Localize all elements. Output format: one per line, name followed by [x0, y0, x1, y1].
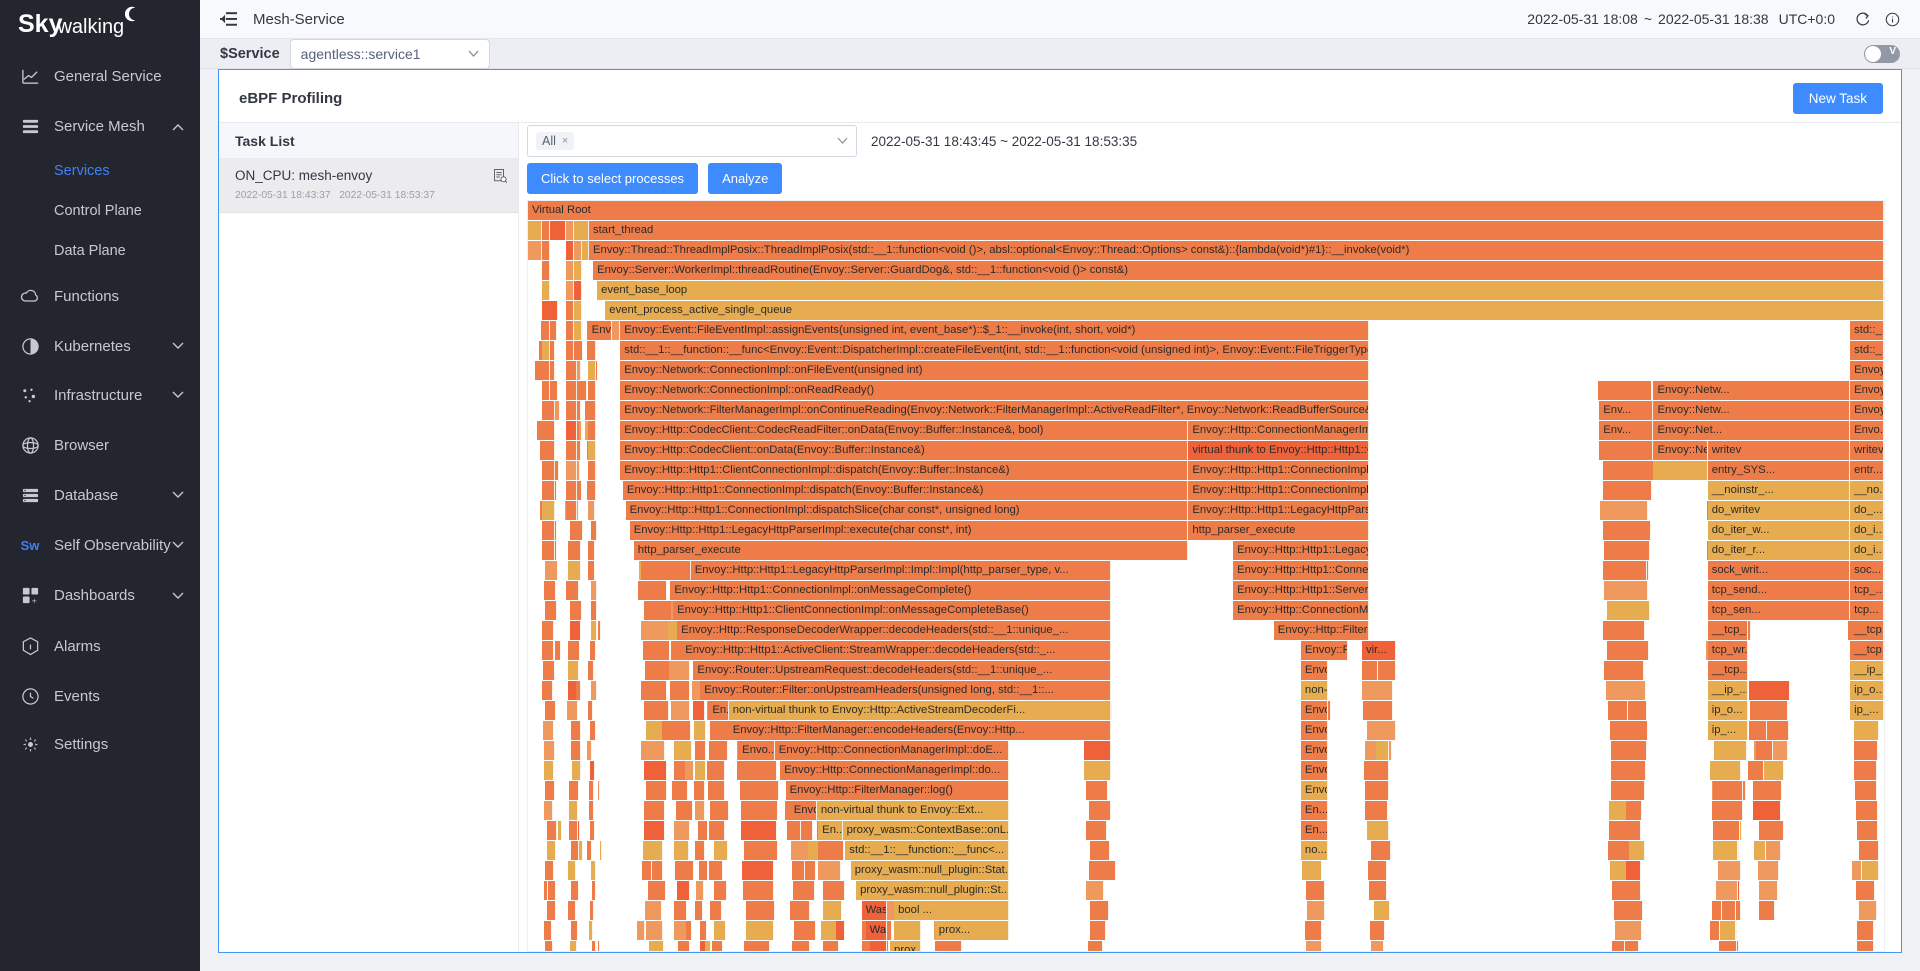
- svg-text:+: +: [31, 595, 36, 605]
